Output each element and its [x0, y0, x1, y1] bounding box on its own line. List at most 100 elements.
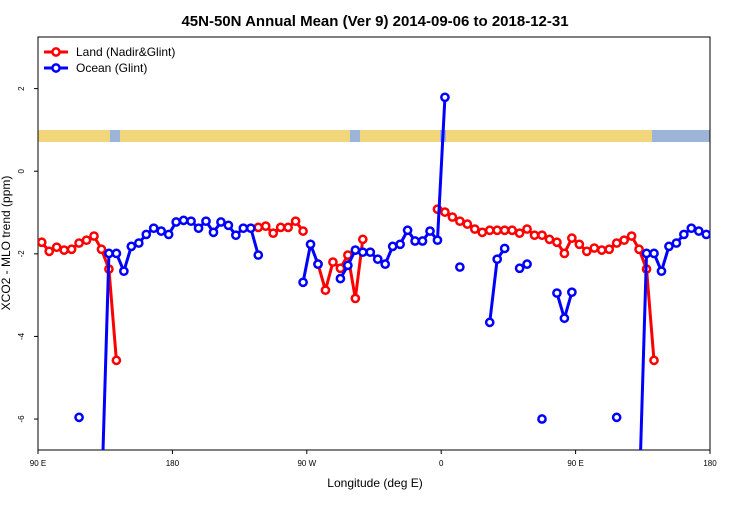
series-line	[101, 97, 707, 450]
x-tick-label: 180	[166, 459, 180, 468]
data-point	[171, 217, 181, 227]
x-tick-label: 0	[439, 459, 444, 468]
data-point	[492, 254, 503, 265]
series-line	[40, 207, 656, 361]
data-point	[499, 225, 510, 236]
y-axis-label: XCO2 - MLO trend (ppm)	[0, 176, 13, 311]
data-point	[89, 231, 99, 241]
data-point	[529, 230, 540, 241]
data-point	[111, 248, 122, 259]
data-point	[133, 238, 144, 248]
data-point	[596, 245, 607, 255]
data-point	[350, 293, 361, 304]
data-point	[686, 223, 697, 234]
data-point	[671, 238, 682, 248]
y-tick-label: -2	[17, 250, 26, 258]
data-point	[619, 235, 629, 246]
data-point	[119, 266, 129, 277]
data-point	[208, 227, 219, 238]
chart-title: 45N-50N Annual Mean (Ver 9) 2014-09-06 t…	[181, 13, 568, 30]
data-point	[96, 244, 107, 255]
data-point	[372, 254, 383, 265]
data-point	[298, 226, 308, 236]
data-point	[477, 227, 488, 238]
data-point	[283, 222, 293, 233]
y-tick-label: 0	[17, 168, 26, 173]
data-point	[343, 260, 353, 271]
data-point	[499, 243, 510, 254]
data-point	[484, 317, 495, 328]
data-point	[305, 239, 316, 250]
data-point	[260, 221, 271, 232]
y-tick-label: 2	[17, 86, 26, 91]
data-point	[402, 225, 413, 236]
data-point	[357, 234, 368, 245]
data-point	[335, 273, 346, 284]
data-point	[440, 92, 450, 103]
data-point	[514, 263, 525, 274]
data-point	[156, 226, 167, 236]
x-tick-label: 90 E	[30, 459, 46, 468]
data-point	[141, 229, 152, 240]
data-point	[410, 236, 420, 246]
data-point	[44, 246, 55, 257]
data-point	[656, 266, 667, 277]
plot-area	[38, 92, 710, 450]
data-point	[201, 216, 211, 227]
data-point	[626, 231, 637, 241]
data-point	[432, 235, 443, 246]
data-point	[492, 225, 503, 236]
data-point	[223, 220, 234, 231]
x-tick-label: 90 E	[567, 459, 583, 468]
data-point	[104, 248, 114, 259]
legend-marker	[51, 47, 61, 57]
data-point	[365, 247, 376, 258]
data-point	[357, 247, 368, 258]
data-point	[649, 355, 659, 366]
data-point	[245, 223, 256, 234]
data-point	[290, 216, 301, 227]
data-point	[522, 224, 532, 234]
data-point	[447, 212, 458, 222]
data-point	[253, 222, 264, 233]
data-point	[350, 245, 361, 255]
data-point	[514, 228, 525, 239]
x-tick-label: 90 W	[297, 459, 316, 468]
data-point	[74, 238, 84, 248]
data-point	[522, 259, 532, 269]
data-point	[544, 234, 555, 245]
data-point	[581, 246, 592, 257]
data-point	[604, 244, 615, 255]
data-point	[611, 238, 622, 248]
y-tick-label: -6	[17, 415, 26, 423]
data-point	[275, 222, 286, 233]
data-point	[313, 259, 323, 269]
data-point	[574, 239, 585, 250]
x-axis-label: Longitude (deg E)	[327, 476, 422, 490]
data-point	[641, 248, 652, 259]
y-tick-label: -4	[17, 332, 26, 340]
data-point	[589, 243, 600, 253]
map-strip	[38, 130, 710, 142]
data-point	[455, 262, 465, 272]
data-point	[649, 248, 659, 259]
data-point	[395, 239, 405, 250]
data-point	[552, 288, 562, 298]
data-point	[387, 241, 398, 252]
data-point	[231, 230, 241, 241]
data-point	[507, 225, 517, 236]
data-point	[484, 225, 495, 236]
data-point	[611, 412, 622, 423]
data-point	[693, 226, 704, 236]
data-point	[81, 235, 92, 246]
data-point	[148, 223, 159, 234]
data-point	[126, 241, 137, 252]
data-point	[178, 215, 189, 226]
data-point	[455, 216, 465, 227]
data-point	[111, 355, 122, 366]
data-point	[469, 224, 480, 234]
data-point	[163, 229, 174, 240]
data-point	[66, 244, 77, 255]
